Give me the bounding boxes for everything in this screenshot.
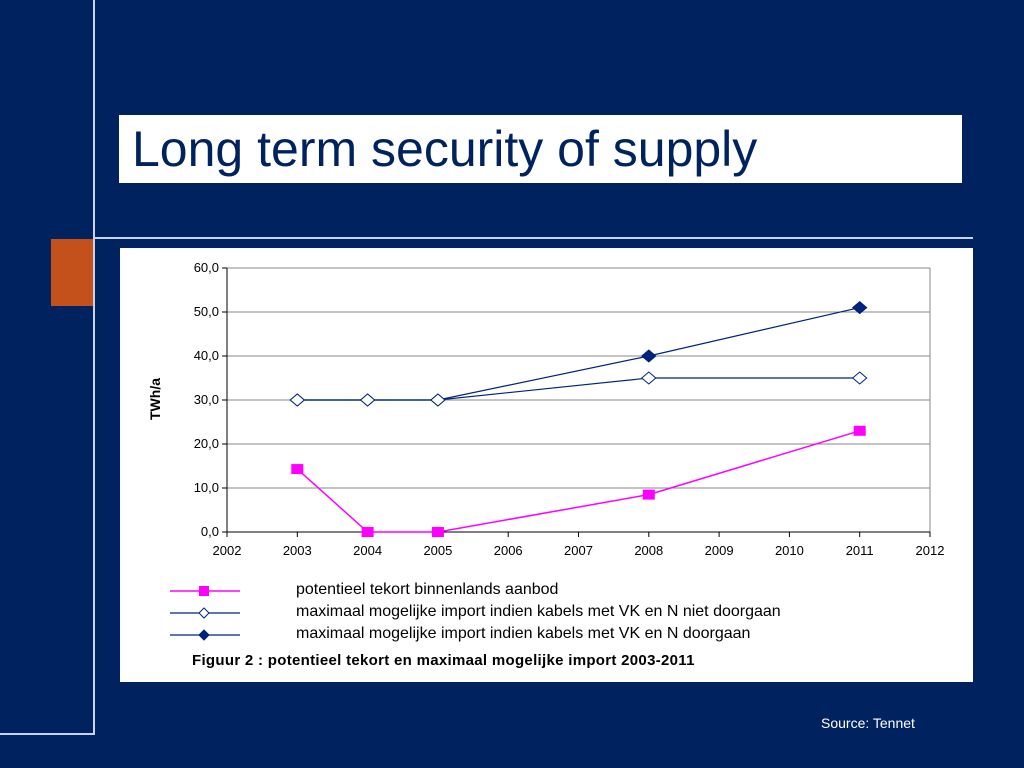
data-point-filled-diamond bbox=[641, 349, 657, 363]
decorative-horizontal-line bbox=[93, 237, 973, 239]
y-tick-label: 10,0 bbox=[194, 480, 219, 495]
y-tick-label: 30,0 bbox=[194, 392, 219, 407]
chart-panel: 2002 2003 2004 2005 2006 2007 2008 2009 2010 2011… bbox=[120, 248, 973, 682]
data-point-square bbox=[431, 527, 444, 537]
data-point-square bbox=[853, 425, 866, 436]
source-note: Source: Tennet bbox=[821, 715, 915, 731]
y-tick-label: 50,0 bbox=[194, 304, 219, 319]
legend-item-niet-doorgaan: maximaal mogelijke import indien kabels … bbox=[170, 602, 930, 624]
legend-item-doorgaan: maximaal mogelijke import indien kabels … bbox=[170, 624, 930, 646]
data-point-open-diamond bbox=[359, 393, 376, 407]
accent-block bbox=[51, 239, 93, 306]
x-tick-label: 2007 bbox=[564, 543, 593, 558]
x-tick-labels: 2002 2003 2004 2005 2006 2007 2008 2009 2010 2011… bbox=[213, 543, 945, 558]
slide-title: Long term security of supply bbox=[132, 121, 758, 177]
legend-marker-square bbox=[170, 586, 240, 596]
legend-label: potentieel tekort binnenlands aanbod bbox=[296, 581, 559, 598]
x-tick-label: 2009 bbox=[705, 543, 734, 558]
legend-marker-open-diamond bbox=[170, 607, 240, 619]
x-tick-label: 2004 bbox=[353, 543, 382, 558]
x-tick-label: 2005 bbox=[423, 543, 452, 558]
chart-axes bbox=[222, 267, 931, 537]
series-1 bbox=[289, 371, 868, 407]
y-tick-label: 20,0 bbox=[194, 436, 219, 451]
data-point-open-diamond bbox=[430, 393, 446, 407]
data-point-open-diamond bbox=[641, 371, 657, 385]
x-tick-label: 2006 bbox=[494, 543, 523, 558]
legend-label: maximaal mogelijke import indien kabels … bbox=[296, 603, 781, 620]
data-point-square bbox=[291, 464, 304, 475]
x-tick-label: 2010 bbox=[775, 543, 804, 558]
y-axis-label: TWh/a bbox=[147, 378, 163, 420]
decorative-corner-line bbox=[0, 733, 95, 735]
data-point-square bbox=[361, 527, 374, 537]
series-line bbox=[297, 307, 860, 401]
x-tick-label: 2003 bbox=[283, 543, 312, 558]
y-tick-label: 0,0 bbox=[201, 524, 219, 539]
y-tick-label: 60,0 bbox=[194, 260, 219, 275]
series-line bbox=[297, 377, 860, 401]
title-box: Long term security of supply bbox=[119, 115, 962, 183]
chart-legend: potentieel tekort binnenlands aanbod max… bbox=[170, 580, 930, 646]
chart-series bbox=[289, 300, 868, 537]
line-chart: 2002 2003 2004 2005 2006 2007 2008 2009 2010 2011… bbox=[147, 260, 945, 558]
legend-marker-filled-diamond bbox=[170, 629, 240, 641]
decorative-vertical-line bbox=[93, 0, 95, 735]
series-2 bbox=[289, 300, 868, 407]
series-line bbox=[296, 430, 860, 533]
x-tick-label: 2002 bbox=[213, 543, 242, 558]
data-point-open-diamond bbox=[851, 371, 868, 385]
x-tick-label: 2011 bbox=[846, 543, 874, 558]
data-point-open-diamond bbox=[289, 393, 306, 407]
y-tick-labels: 0,0 10,0 20,0 30,0 40,0 50,0 60,0 bbox=[194, 260, 219, 539]
data-point-square bbox=[642, 489, 655, 500]
legend-item-tekort: potentieel tekort binnenlands aanbod bbox=[170, 580, 930, 602]
data-point-filled-diamond bbox=[851, 300, 868, 315]
legend-label: maximaal mogelijke import indien kabels … bbox=[296, 625, 751, 642]
figure-caption: Figuur 2 : potentieel tekort en maximaal… bbox=[192, 652, 695, 669]
x-tick-label: 2012 bbox=[916, 543, 945, 558]
x-tick-label: 2008 bbox=[634, 543, 663, 558]
series-0 bbox=[291, 425, 866, 537]
y-tick-label: 40,0 bbox=[194, 348, 219, 363]
